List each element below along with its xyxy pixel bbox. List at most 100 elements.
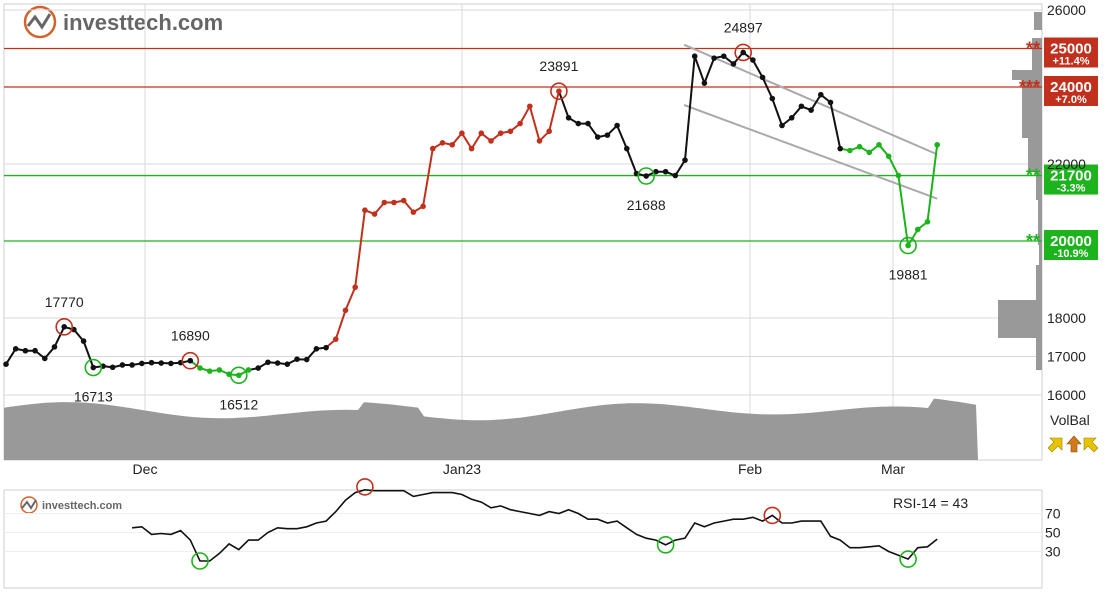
extreme-label: 17770	[45, 294, 84, 310]
price-point	[410, 209, 417, 215]
price-point	[682, 157, 688, 163]
rsi-polyline	[132, 488, 938, 562]
brand-logo: investtech.com	[23, 5, 223, 39]
x-tick-label: Jan23	[443, 461, 481, 477]
price-point	[22, 347, 29, 354]
extreme-label: 19881	[889, 267, 928, 283]
price-point	[391, 199, 397, 206]
histogram-bar	[1038, 200, 1042, 245]
level-stars: **	[1026, 166, 1040, 186]
price-point	[400, 197, 407, 204]
price-point	[730, 61, 737, 67]
price-point	[274, 360, 281, 366]
arrow-up-right-icon	[1047, 437, 1063, 453]
price-point	[691, 53, 698, 59]
price-point	[604, 132, 611, 138]
grid-lines	[4, 4, 1042, 460]
price-point	[313, 346, 320, 352]
price-point	[527, 103, 533, 110]
price-point	[168, 360, 174, 367]
price-point	[711, 55, 717, 61]
extreme-ring	[550, 82, 568, 100]
rsi-grid	[4, 513, 1042, 552]
rsi-plot-frame	[3, 489, 1043, 589]
level-tag	[1044, 76, 1098, 106]
extreme-label: 23891	[539, 58, 578, 74]
extreme-markers: 17770 16713 16890 16512 23891 21688 24897 19881	[45, 19, 928, 412]
price-point	[507, 128, 514, 135]
price-point	[12, 346, 19, 352]
price-volume-histogram	[998, 12, 1042, 370]
rsi-extreme-markers	[191, 478, 917, 570]
level-percent: +11.4%	[1052, 56, 1089, 68]
price-point	[139, 360, 145, 367]
price-point	[536, 138, 543, 144]
price-point	[61, 324, 67, 330]
price-point	[245, 367, 252, 373]
channel-lower-line	[683, 104, 938, 200]
price-point	[798, 103, 805, 110]
brand-name: investtech.com	[63, 10, 223, 35]
price-point	[594, 134, 601, 140]
price-point	[478, 130, 485, 136]
price-point	[808, 107, 814, 113]
x-axis: Dec Jan23 Feb Mar	[133, 461, 906, 477]
y-tick-label: 16000	[1047, 387, 1086, 403]
price-point	[32, 347, 38, 354]
extreme-ring	[181, 351, 200, 370]
rsi-tick-label: 70	[1045, 506, 1061, 522]
price-point	[721, 53, 727, 59]
y-tick-label: 22000	[1047, 156, 1086, 172]
price-point	[662, 168, 669, 175]
price-point	[856, 143, 863, 150]
arrow-up-left-icon	[1083, 437, 1099, 453]
histogram-bar	[1039, 245, 1042, 265]
rsi-tick-label: 50	[1045, 525, 1061, 541]
price-point	[488, 138, 494, 144]
price-point	[420, 203, 426, 210]
price-point	[818, 91, 824, 98]
price-segment	[840, 143, 939, 249]
price-point	[197, 365, 203, 371]
extreme-ring	[899, 236, 917, 255]
rsi-line	[132, 488, 938, 562]
support-resistance-levels: ** 25000+11.4% *** 24000+7.0% ** 21700-3.3% **…	[4, 37, 1098, 260]
price-point	[924, 218, 931, 225]
price-point	[206, 368, 213, 374]
price-point	[643, 173, 649, 179]
price-point	[119, 362, 126, 368]
price-point	[788, 115, 795, 121]
price-point	[769, 95, 776, 102]
price-point	[468, 145, 475, 152]
y-tick-label: 17000	[1047, 349, 1086, 365]
price-point	[614, 122, 620, 129]
price-point	[701, 80, 708, 86]
price-point	[895, 172, 902, 179]
price-point	[148, 359, 155, 366]
price-point	[371, 211, 378, 217]
volbal-arrows	[1047, 435, 1099, 453]
y-tick-label: 26000	[1047, 2, 1086, 18]
volume-area-shape	[4, 398, 978, 460]
extreme-ring	[230, 366, 248, 385]
price-point	[216, 367, 223, 373]
arrow-up-icon	[1066, 435, 1082, 453]
price-point	[42, 355, 48, 362]
rsi-extreme-ring	[899, 550, 917, 568]
price-point	[109, 364, 116, 371]
price-point	[265, 359, 271, 366]
histogram-bar	[1036, 338, 1042, 370]
price-point	[51, 344, 58, 350]
histogram-bar	[1028, 138, 1042, 172]
price-point	[837, 145, 843, 152]
histogram-bar	[1032, 38, 1042, 70]
price-point	[740, 49, 746, 56]
y-axis: 16000 17000 18000 22000 26000	[1047, 2, 1086, 403]
price-point	[90, 364, 97, 371]
price-point	[430, 145, 436, 152]
price-point	[80, 338, 87, 344]
price-point	[876, 141, 882, 148]
rsi-extreme-ring	[763, 506, 782, 525]
price-point	[362, 207, 368, 213]
price-point	[158, 360, 164, 366]
